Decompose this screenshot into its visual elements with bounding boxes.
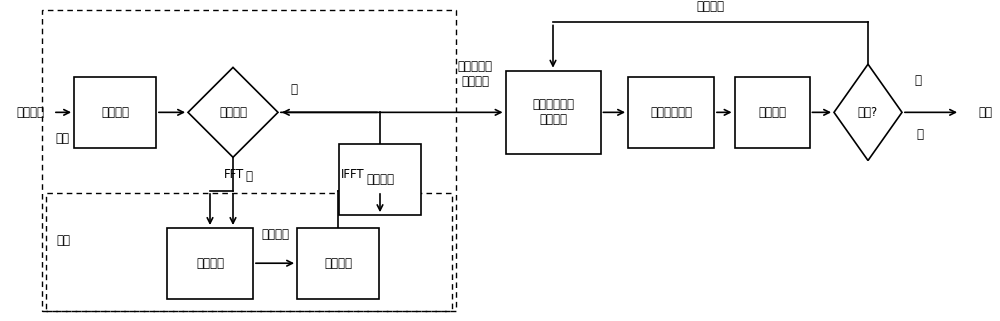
Text: 收敛?: 收敛? <box>858 106 878 119</box>
Text: FFT: FFT <box>224 169 244 181</box>
Bar <box>506 71 600 154</box>
Bar <box>74 77 156 148</box>
Polygon shape <box>834 64 902 160</box>
Bar <box>42 10 456 311</box>
Text: 是: 是 <box>916 128 924 141</box>
Bar <box>734 77 810 148</box>
Text: 输出: 输出 <box>978 106 992 119</box>
Text: 时域: 时域 <box>55 132 69 144</box>
Bar <box>339 144 421 215</box>
Bar <box>167 228 253 299</box>
Text: 数据替代: 数据替代 <box>366 173 394 186</box>
Bar <box>628 77 714 148</box>
Text: 频域滤波: 频域滤波 <box>261 228 289 241</box>
Text: 循环迭代: 循环迭代 <box>696 0 724 13</box>
Polygon shape <box>188 67 278 157</box>
Text: 脉冲判断: 脉冲判断 <box>219 106 247 119</box>
Text: 频域: 频域 <box>56 234 70 247</box>
Text: 是: 是 <box>246 170 252 183</box>
Text: 输入信号: 输入信号 <box>16 106 44 119</box>
Text: 滤波数据: 滤波数据 <box>324 257 352 270</box>
Bar <box>297 228 379 299</box>
Text: 估计失真数据: 估计失真数据 <box>650 106 692 119</box>
Text: 时频域混合
滤波输出: 时频域混合 滤波输出 <box>458 60 492 88</box>
Text: IFFT: IFFT <box>341 169 365 181</box>
Text: 否: 否 <box>914 74 922 87</box>
Text: 数据替代: 数据替代 <box>758 106 786 119</box>
Text: 否: 否 <box>291 83 298 96</box>
Text: 时域滑窗: 时域滑窗 <box>101 106 129 119</box>
Text: 频域数据: 频域数据 <box>196 257 224 270</box>
Text: 估计卫星信号
波形参数: 估计卫星信号 波形参数 <box>532 98 574 126</box>
Bar <box>46 193 452 311</box>
